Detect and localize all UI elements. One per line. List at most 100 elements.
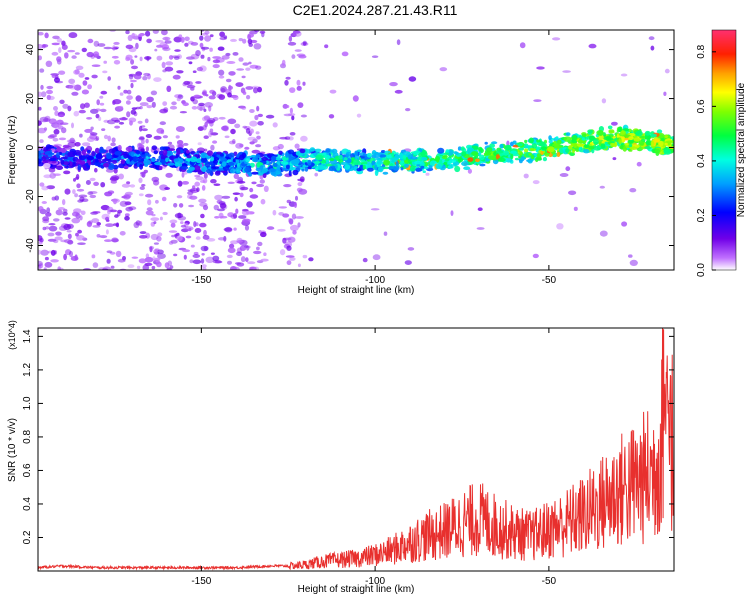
noise-speck xyxy=(121,183,131,188)
noise-speck xyxy=(249,187,254,193)
noise-speck xyxy=(201,264,207,268)
band-cell xyxy=(211,166,219,170)
noise-speck xyxy=(282,213,290,218)
noise-speck xyxy=(297,178,304,182)
noise-speck xyxy=(242,125,247,129)
band-cell xyxy=(114,151,122,156)
noise-speck xyxy=(163,107,169,113)
noise-speck xyxy=(125,30,130,35)
noise-speck xyxy=(84,77,90,80)
band-cell xyxy=(443,161,447,165)
noise-speck xyxy=(63,253,67,261)
noise-speck xyxy=(178,203,184,208)
noise-speck xyxy=(42,226,47,231)
noise-speck xyxy=(74,84,82,91)
band-cell xyxy=(384,150,391,154)
noise-speck xyxy=(245,86,254,90)
noise-speck xyxy=(109,209,118,213)
noise-speck xyxy=(302,40,307,46)
noise-speck xyxy=(56,37,63,43)
noise-speck xyxy=(253,266,260,270)
noise-speck xyxy=(68,78,76,85)
noise-speck xyxy=(220,86,228,93)
noise-speck xyxy=(91,64,101,67)
noise-speck xyxy=(139,231,147,235)
noise-speck xyxy=(71,122,74,129)
snr-xlabel: Height of straight line (km) xyxy=(298,584,415,595)
band-cell xyxy=(67,156,73,162)
band-cell xyxy=(530,155,535,160)
noise-speck xyxy=(278,212,285,216)
noise-speck xyxy=(64,52,69,59)
noise-speck xyxy=(139,186,145,191)
noise-speck xyxy=(247,245,251,249)
noise-speck xyxy=(210,179,217,184)
band-cell xyxy=(123,165,129,170)
x-tick-label: -100 xyxy=(365,576,385,587)
band-cell xyxy=(548,135,552,141)
noise-speck xyxy=(209,47,213,52)
noise-speck xyxy=(648,36,655,41)
noise-speck xyxy=(45,212,52,217)
band-cell xyxy=(139,163,144,170)
noise-speck xyxy=(155,199,159,204)
noise-speck xyxy=(105,216,110,221)
noise-speck xyxy=(86,117,93,120)
noise-speck xyxy=(212,140,218,144)
band-cell xyxy=(510,153,514,160)
band-cell xyxy=(460,146,465,151)
noise-speck xyxy=(167,141,173,145)
noise-speck xyxy=(164,187,171,190)
band-cell xyxy=(221,161,227,167)
band-cell xyxy=(236,162,240,169)
noise-speck xyxy=(98,116,102,122)
band-cell xyxy=(356,149,362,153)
noise-speck xyxy=(138,193,144,197)
noise-speck xyxy=(79,215,83,221)
band-cell xyxy=(583,149,590,154)
noise-speck xyxy=(621,221,628,227)
spectrogram-xlabel: Height of straight line (km) xyxy=(298,285,415,296)
band-cell xyxy=(548,139,553,144)
band-cell xyxy=(132,156,138,163)
noise-speck xyxy=(277,228,286,232)
noise-speck xyxy=(106,250,113,254)
band-cell xyxy=(108,148,117,154)
noise-speck xyxy=(245,257,249,263)
noise-speck xyxy=(121,116,126,121)
noise-speck xyxy=(300,135,308,142)
band-cell xyxy=(144,152,149,156)
noise-speck xyxy=(236,262,245,267)
noise-speck xyxy=(43,118,51,122)
noise-speck xyxy=(195,81,202,84)
noise-speck xyxy=(126,95,133,100)
noise-speck xyxy=(185,235,192,239)
noise-speck xyxy=(212,64,220,69)
noise-speck xyxy=(82,142,91,147)
noise-speck xyxy=(223,35,228,39)
noise-speck xyxy=(236,237,243,244)
band-cell xyxy=(420,151,428,157)
noise-speck xyxy=(260,258,269,262)
noise-speck xyxy=(164,262,170,269)
band-cell xyxy=(331,148,338,154)
noise-speck xyxy=(156,55,163,61)
band-cell xyxy=(356,168,362,172)
noise-speck xyxy=(302,254,308,259)
noise-speck xyxy=(39,238,44,243)
noise-speck xyxy=(145,146,149,152)
noise-speck xyxy=(341,51,349,57)
noise-speck xyxy=(162,47,171,52)
band-cell xyxy=(664,135,669,139)
noise-speck xyxy=(294,201,297,208)
noise-speck xyxy=(183,254,187,260)
noise-speck xyxy=(89,191,98,194)
noise-speck xyxy=(249,141,255,145)
noise-speck xyxy=(260,198,266,205)
band-cell xyxy=(151,157,156,163)
noise-speck xyxy=(67,233,72,239)
noise-speck xyxy=(154,48,158,52)
noise-speck xyxy=(239,192,244,198)
band-cell xyxy=(344,164,351,170)
band-cell xyxy=(60,156,68,160)
